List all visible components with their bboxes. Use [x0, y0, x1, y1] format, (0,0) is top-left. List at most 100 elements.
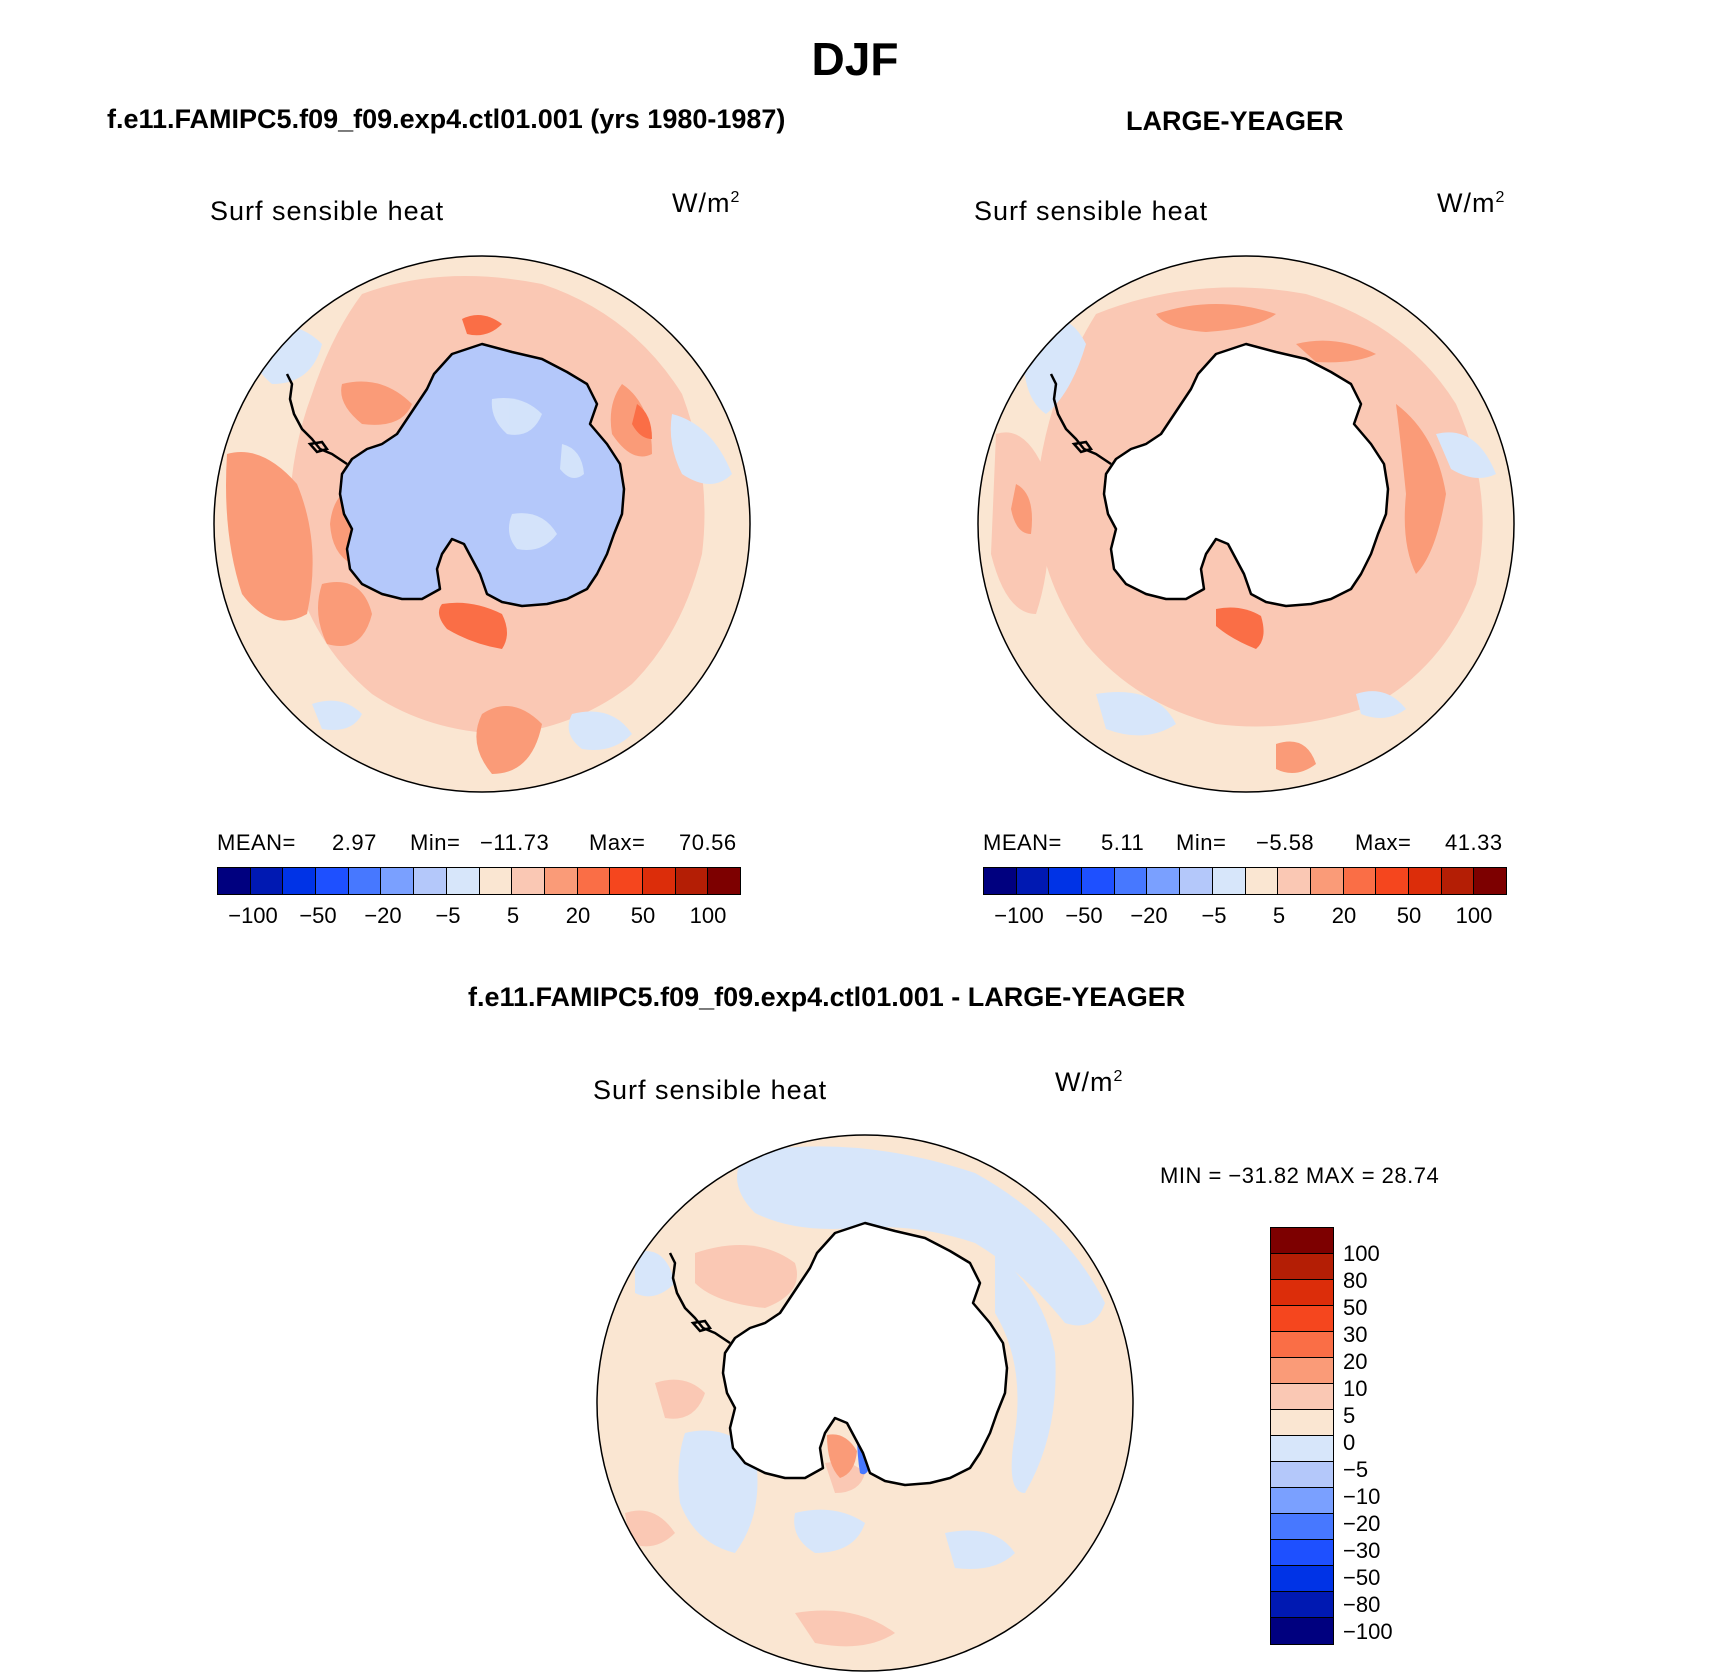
colorbar-swatch	[1271, 1566, 1333, 1592]
max-value: 41.33	[1445, 830, 1503, 855]
coastal-band	[1216, 607, 1264, 649]
colorbar-swatch	[1343, 868, 1377, 894]
colorbar-tick-label: 100	[1343, 1241, 1380, 1266]
min-label: Min=	[1176, 830, 1227, 855]
colorbar-swatch	[642, 868, 676, 894]
colorbar-swatch	[446, 868, 480, 894]
colorbar-tick-label: 50	[630, 903, 656, 928]
colorbar-tick-label: 100	[689, 903, 727, 928]
panel-2-colorbar	[983, 867, 1507, 895]
mean-label: MEAN=	[983, 830, 1062, 855]
colorbar-swatch	[1016, 868, 1050, 894]
colorbar-swatch	[1114, 868, 1148, 894]
colorbar-swatch	[1245, 868, 1279, 894]
antarctica	[721, 1221, 1009, 1487]
colorbar-swatch	[348, 868, 382, 894]
colorbar-tick-label: −50	[1343, 1565, 1381, 1590]
panel-3-units: W/m2	[1055, 1067, 1124, 1097]
map-boundary	[977, 255, 1515, 793]
colorbar-swatch	[1271, 1280, 1333, 1306]
ice-shading	[491, 398, 584, 550]
colorbar-tick-label: −50	[1065, 903, 1103, 928]
panel-2-variable: Surf sensible heat	[974, 196, 1209, 226]
colorbar-swatch	[1310, 868, 1344, 894]
colorbar-swatch	[1271, 1592, 1333, 1618]
colorbar-swatch	[1082, 868, 1115, 894]
panel-1-colorbar-labels: −100 −50 −20 −5 5 20 50 100	[217, 903, 739, 929]
contour-fills	[625, 1245, 895, 1647]
panel-1-title: f.e11.FAMIPC5.f09_f09.exp4.ctl01.001 (yr…	[107, 104, 786, 134]
colorbar-swatch	[1408, 868, 1442, 894]
colorbar-swatch	[675, 868, 709, 894]
island	[690, 1319, 713, 1333]
colorbar-tick-label: −20	[1130, 903, 1168, 928]
colorbar-swatch	[1271, 1306, 1333, 1332]
mean-label: MEAN=	[217, 830, 296, 855]
colorbar-tick-label: 100	[1455, 903, 1493, 928]
colorbar-tick-label: −100	[994, 903, 1044, 928]
colorbar-tick-label: 80	[1343, 1268, 1368, 1293]
colorbar-tick-label: 5	[1343, 1403, 1356, 1428]
colorbar-swatch	[577, 868, 611, 894]
colorbar-tick-label: 0	[1343, 1430, 1356, 1455]
colorbar-swatch	[1180, 868, 1213, 894]
colorbar-swatch	[1271, 1358, 1333, 1384]
colorbar-swatch	[1147, 868, 1181, 894]
min-value: −5.58	[1256, 830, 1315, 855]
colorbar-swatch	[1441, 868, 1475, 894]
map-boundary	[213, 255, 751, 793]
colorbar-swatch	[414, 868, 447, 894]
colorbar-tick-label: −80	[1343, 1592, 1381, 1617]
colorbar-swatch	[479, 868, 513, 894]
peninsula	[1049, 373, 1112, 466]
panel-3-map	[596, 1134, 1134, 1672]
colorbar-swatch	[250, 868, 284, 894]
panel-1-variable: Surf sensible heat	[210, 196, 445, 226]
colorbar-tick-label: 5	[506, 903, 520, 928]
panel-2-stats: MEAN= 5.11 Min= −5.58 Max= 41.33	[983, 830, 1513, 856]
panel-3-colorbar-labels: 100 80 50 30 20 10 5 0 −5 −10 −20 −30 −5…	[1343, 1227, 1423, 1644]
panel-2-title: LARGE-YEAGER	[1126, 106, 1344, 136]
island	[307, 440, 330, 454]
colorbar-tick-label: −10	[1343, 1484, 1381, 1509]
min-label: Min=	[410, 830, 461, 855]
colorbar-swatch	[1271, 1436, 1333, 1462]
max-label: Max=	[589, 830, 646, 855]
peninsula	[285, 373, 348, 466]
colorbar-swatch	[1271, 1462, 1333, 1488]
panel-3-title: f.e11.FAMIPC5.f09_f09.exp4.ctl01.001 - L…	[468, 982, 1186, 1012]
colorbar-swatch	[1474, 868, 1506, 894]
contour-fills-strong	[827, 1434, 857, 1478]
colorbar-swatch	[1049, 868, 1083, 894]
colorbar-tick-label: −100	[228, 903, 278, 928]
mean-value: 2.97	[332, 830, 377, 855]
colorbar-swatch	[984, 868, 1017, 894]
colorbar-swatch	[218, 868, 251, 894]
colorbar-swatch	[1271, 1410, 1333, 1436]
colorbar-swatch	[283, 868, 317, 894]
antarctica	[338, 342, 626, 608]
panel-2-map	[977, 255, 1515, 793]
colorbar-tick-label: 20	[1331, 903, 1357, 928]
panel-3-colorbar	[1270, 1227, 1334, 1645]
colorbar-swatch	[610, 868, 643, 894]
antarctica	[1102, 342, 1390, 608]
colorbar-tick-label: 30	[1343, 1322, 1368, 1347]
max-value: 70.56	[679, 830, 737, 855]
colorbar-swatch	[708, 868, 740, 894]
max-label: Max=	[1355, 830, 1412, 855]
colorbar-tick-label: 10	[1343, 1376, 1368, 1401]
colorbar-swatch	[1271, 1254, 1333, 1280]
colorbar-swatch	[1271, 1514, 1333, 1540]
contour-fills-negative	[635, 1146, 1105, 1569]
colorbar-swatch	[381, 868, 415, 894]
panel-2-units: W/m2	[1437, 188, 1506, 218]
panel-1-units: W/m2	[672, 188, 741, 218]
colorbar-tick-label: 20	[565, 903, 591, 928]
colorbar-swatch	[1271, 1540, 1333, 1566]
panel-1-colorbar	[217, 867, 741, 895]
colorbar-swatch	[1376, 868, 1409, 894]
colorbar-swatch	[544, 868, 578, 894]
colorbar-tick-label: 50	[1343, 1295, 1368, 1320]
peninsula	[668, 1252, 731, 1345]
